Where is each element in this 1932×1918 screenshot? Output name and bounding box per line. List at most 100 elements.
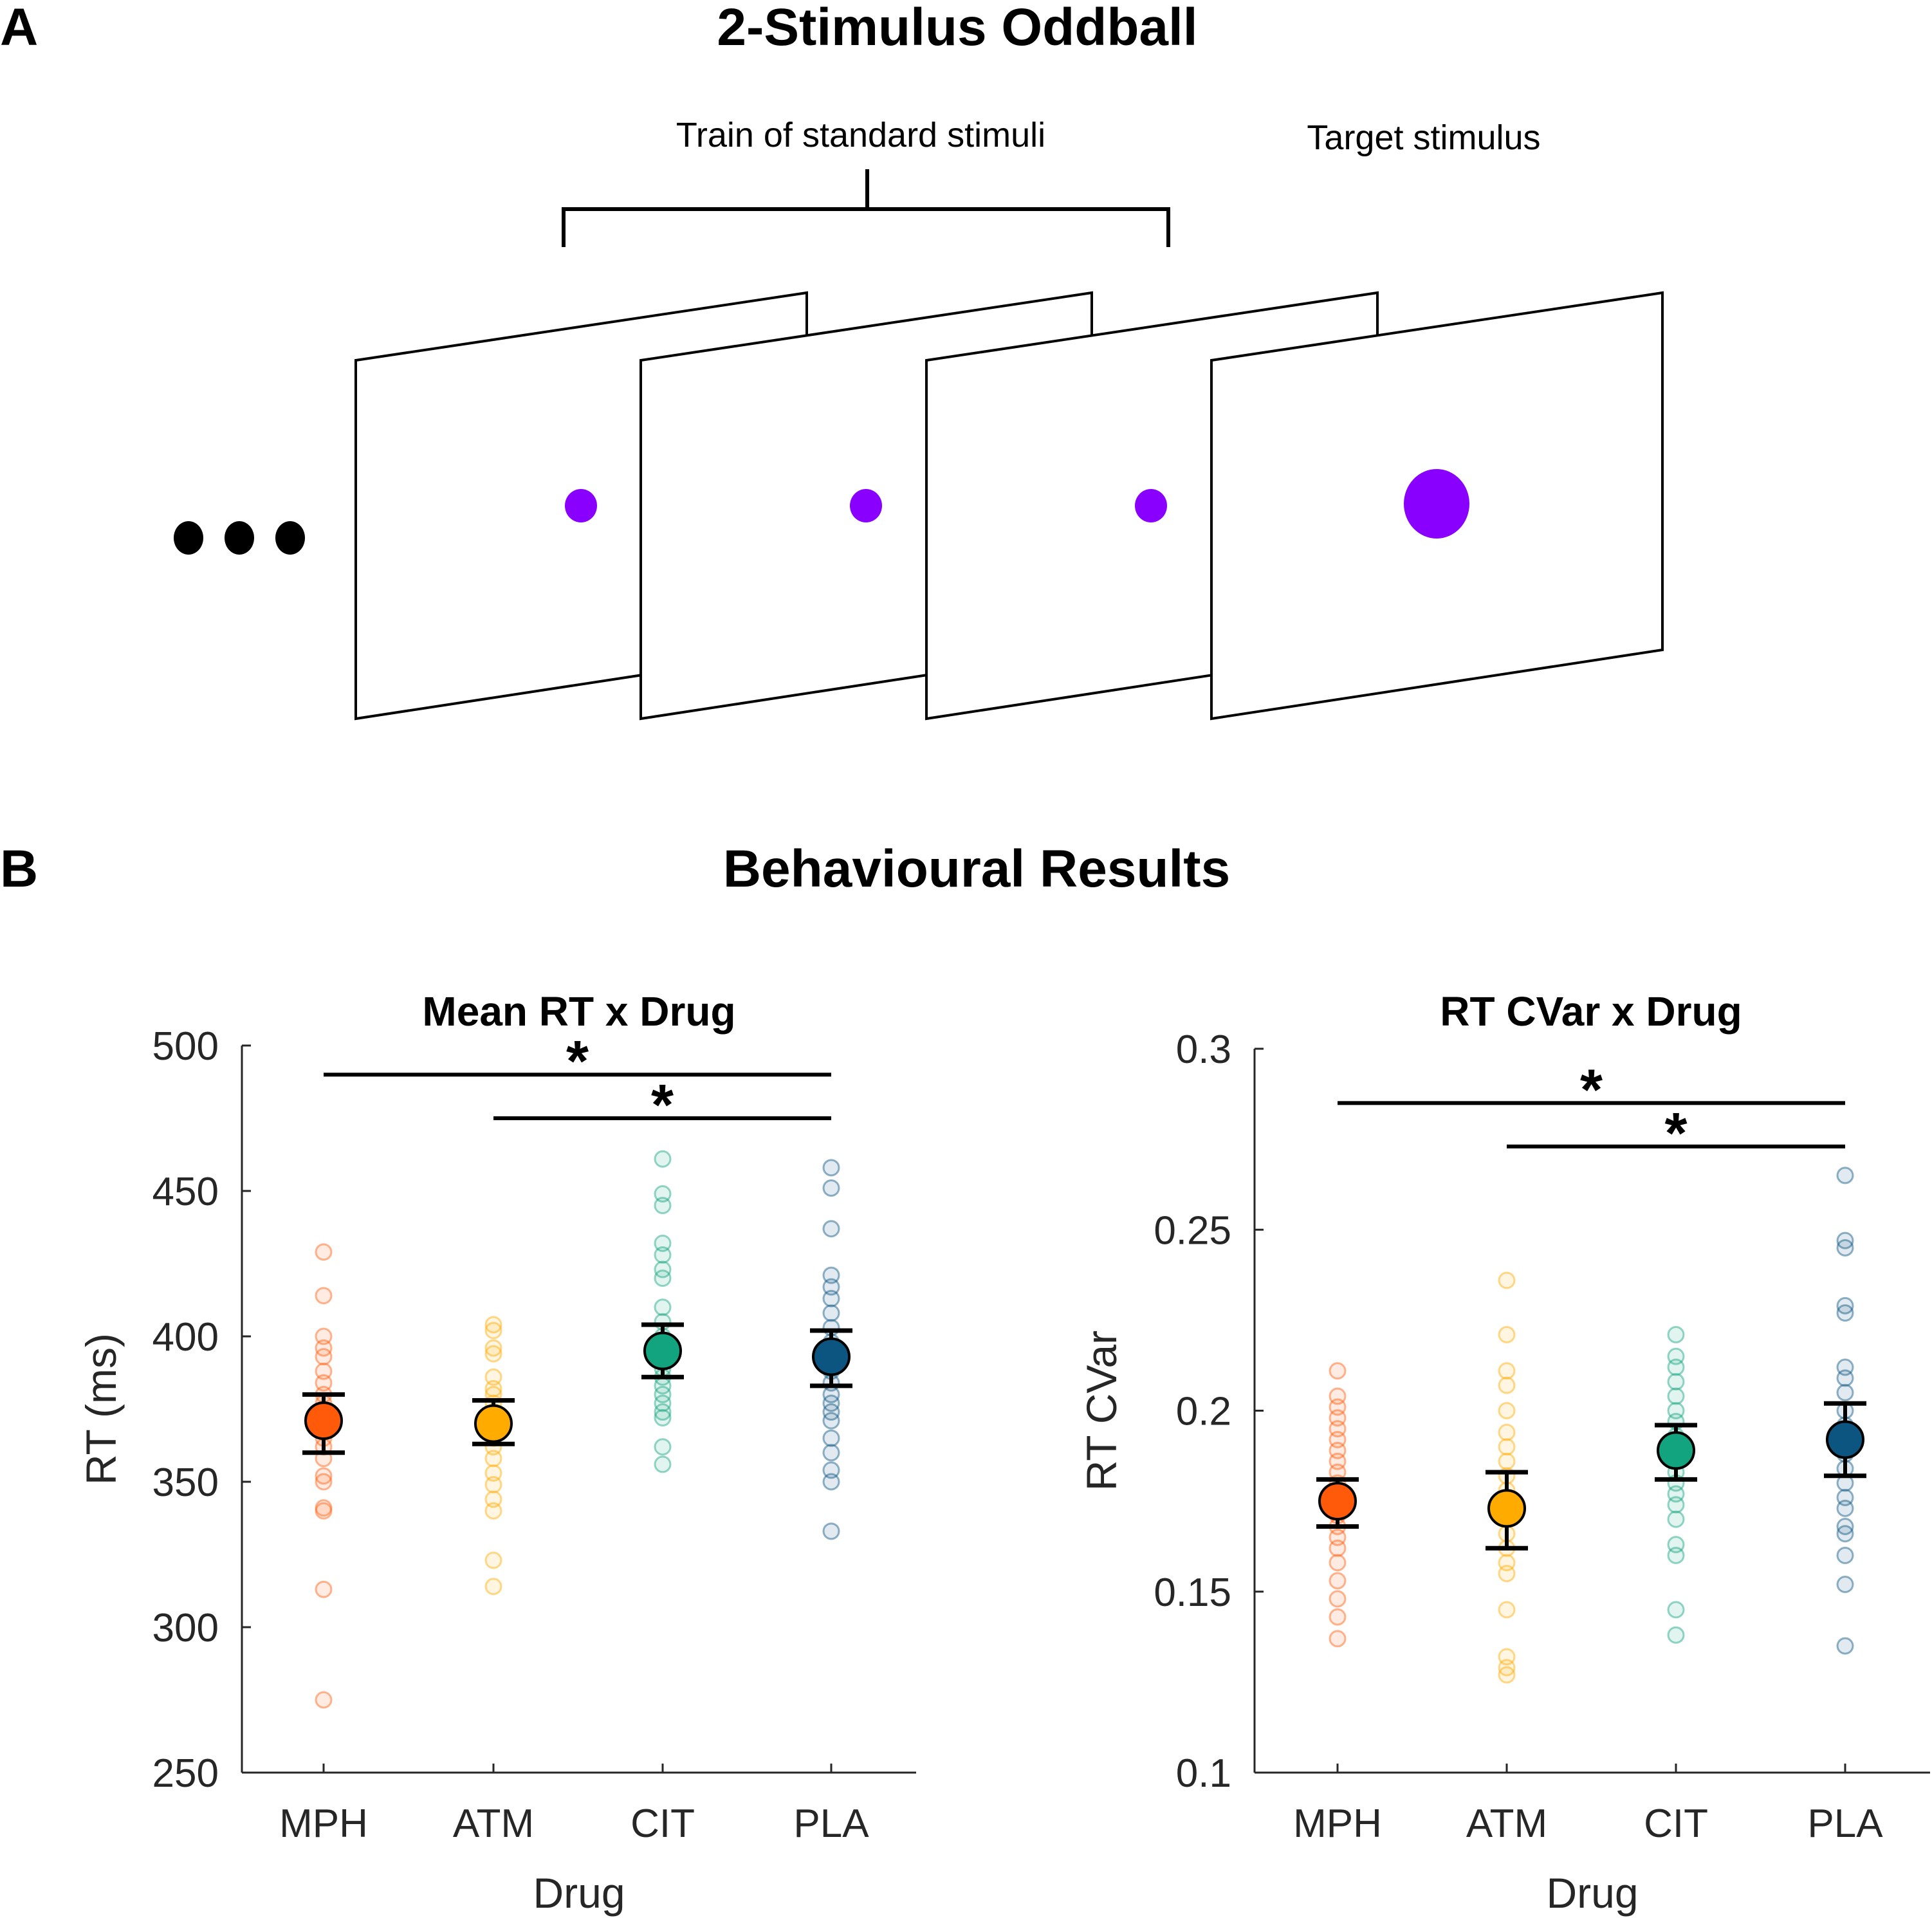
mean-marker: [643, 1331, 682, 1370]
subject-point: [1667, 1387, 1685, 1405]
y-tick-label: 0.25: [1154, 1208, 1231, 1253]
subject-point: [1667, 1536, 1685, 1554]
subject-point: [654, 1246, 672, 1264]
ellipsis-dot: [174, 521, 203, 555]
subject-point: [654, 1234, 672, 1252]
subject-point: [1667, 1358, 1685, 1376]
subject-point: [1498, 1452, 1516, 1470]
subject-point: [1329, 1398, 1347, 1416]
target-stimulus-dot: [1404, 469, 1469, 539]
ellipsis-dot: [275, 521, 305, 555]
subject-point: [654, 1438, 672, 1456]
subject-point: [1498, 1565, 1516, 1583]
subject-point: [315, 1374, 333, 1392]
subject-point: [1836, 1499, 1854, 1517]
x-axis-label: Drug: [533, 1869, 625, 1917]
mean-marker: [812, 1337, 851, 1376]
subject-point: [822, 1522, 840, 1540]
subject-point: [1667, 1496, 1685, 1514]
subject-point: [1836, 1518, 1854, 1535]
x-tick-label: CIT: [1644, 1802, 1708, 1846]
y-tick-label: 400: [152, 1315, 219, 1360]
stimulus-screen-target: [1210, 291, 1664, 721]
subject-point: [1836, 1369, 1854, 1387]
subject-point: [484, 1450, 502, 1468]
subject-point: [1836, 1576, 1854, 1593]
x-tick-label: ATM: [1466, 1802, 1547, 1846]
x-axis-label: Drug: [1546, 1869, 1638, 1917]
subject-point: [822, 1289, 840, 1307]
x-tick-label: ATM: [453, 1802, 534, 1846]
significance-star: *: [566, 1029, 589, 1094]
subject-point: [822, 1429, 840, 1447]
ellipsis-dot: [225, 521, 254, 555]
subject-point: [484, 1578, 502, 1596]
subject-point: [822, 1403, 840, 1421]
subject-point: [1329, 1539, 1347, 1557]
mean-marker: [1318, 1482, 1357, 1521]
subject-point: [822, 1266, 840, 1284]
subject-point: [1498, 1362, 1516, 1380]
subject-point: [1498, 1601, 1516, 1619]
subject-point: [1836, 1525, 1854, 1543]
subject-point: [315, 1339, 333, 1357]
y-tick-label: 0.1: [1176, 1751, 1231, 1796]
significance-star: *: [1580, 1058, 1603, 1122]
standard-stimulus-dot: [565, 489, 597, 522]
y-tick-label: 350: [152, 1461, 219, 1505]
subject-point: [654, 1409, 672, 1427]
subject-point: [1667, 1601, 1685, 1619]
subject-point: [484, 1379, 502, 1397]
subject-point: [822, 1473, 840, 1491]
y-tick-label: 250: [152, 1751, 219, 1796]
x-tick-label: CIT: [630, 1802, 695, 1846]
mean-rt-chart: Mean RT x Drug 250 300 350 400 450 500 MPH ATM CI…: [77, 988, 916, 1917]
subject-point: [1329, 1554, 1347, 1572]
subject-point: [822, 1461, 840, 1479]
chart-title: RT CVar x Drug: [1440, 988, 1742, 1035]
subject-point: [1329, 1431, 1347, 1448]
subject-point: [1329, 1630, 1347, 1648]
subject-point: [1498, 1376, 1516, 1394]
mean-marker: [1657, 1431, 1695, 1470]
subject-point: [1498, 1438, 1516, 1456]
subject-point: [484, 1322, 502, 1340]
y-tick-label: 0.3: [1176, 1028, 1231, 1072]
subject-point: [654, 1298, 672, 1316]
panel-b-letter: B: [0, 840, 38, 898]
rt-cvar-chart: RT CVar x Drug 0.1 0.15 0.2 0.25 0.3 MPH ATM CIT…: [1078, 988, 1930, 1917]
y-tick-label: 0.15: [1154, 1571, 1231, 1615]
subject-point: [1329, 1590, 1347, 1608]
subject-point: [315, 1502, 333, 1520]
subject-point: [1836, 1239, 1854, 1257]
subject-point: [315, 1243, 333, 1261]
x-tick-label: MPH: [1293, 1802, 1382, 1846]
subject-point: [822, 1159, 840, 1177]
subject-point: [1836, 1296, 1854, 1314]
panel-a-letter: A: [0, 0, 38, 57]
subject-point: [1498, 1554, 1516, 1572]
subject-point: [822, 1412, 840, 1430]
y-tick-label: 0.2: [1176, 1390, 1231, 1434]
subject-point: [1329, 1528, 1347, 1546]
mean-marker: [1826, 1420, 1864, 1459]
significance-star: *: [1664, 1102, 1687, 1166]
subject-point: [822, 1220, 840, 1238]
subject-point: [1667, 1402, 1685, 1419]
subject-point: [822, 1394, 840, 1412]
target-label: Target stimulus: [1307, 118, 1540, 157]
subject-point: [654, 1385, 672, 1403]
subject-point: [315, 1327, 333, 1345]
x-tick-label: MPH: [279, 1802, 368, 1846]
subject-point: [1329, 1409, 1347, 1427]
x-tick-label: PLA: [1807, 1802, 1883, 1846]
subject-point: [822, 1444, 840, 1462]
subject-point: [1836, 1547, 1854, 1564]
subject-point: [1329, 1572, 1347, 1590]
subject-point: [822, 1179, 840, 1197]
subject-point: [1329, 1387, 1347, 1405]
subject-point: [1836, 1637, 1854, 1655]
subject-point: [822, 1304, 840, 1322]
subject-point: [484, 1464, 502, 1482]
subject-point: [654, 1455, 672, 1473]
